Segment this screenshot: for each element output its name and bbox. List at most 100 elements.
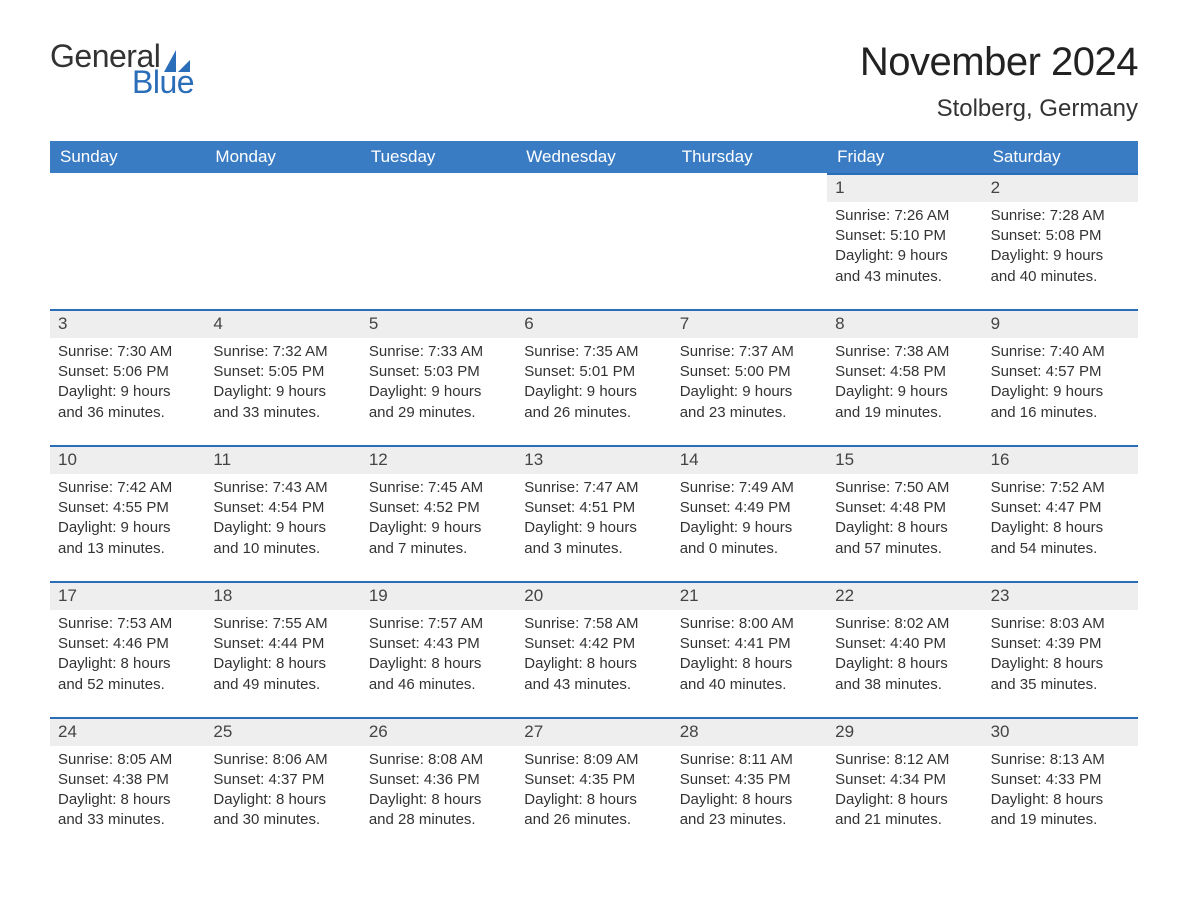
calendar-cell: 12Sunrise: 7:45 AMSunset: 4:52 PMDayligh… (361, 445, 516, 581)
sunrise-line: Sunrise: 7:38 AM (835, 342, 974, 362)
day-number: 16 (983, 445, 1138, 474)
daylight-line: Daylight: 8 hours and 19 minutes. (991, 790, 1130, 831)
sunrise-line: Sunrise: 7:53 AM (58, 614, 197, 634)
day-number: 14 (672, 445, 827, 474)
daylight-line: Daylight: 9 hours and 19 minutes. (835, 382, 974, 423)
sunrise-line: Sunrise: 7:40 AM (991, 342, 1130, 362)
daylight-line: Daylight: 8 hours and 33 minutes. (58, 790, 197, 831)
daylight-line: Daylight: 8 hours and 57 minutes. (835, 518, 974, 559)
sunrise-line: Sunrise: 7:28 AM (991, 206, 1130, 226)
calendar-cell-empty (50, 173, 205, 309)
sunset-line: Sunset: 4:49 PM (680, 498, 819, 518)
sunset-line: Sunset: 4:47 PM (991, 498, 1130, 518)
sunset-line: Sunset: 4:44 PM (213, 634, 352, 654)
sunrise-line: Sunrise: 7:35 AM (524, 342, 663, 362)
daylight-line: Daylight: 9 hours and 3 minutes. (524, 518, 663, 559)
day-number: 9 (983, 309, 1138, 338)
sunrise-line: Sunrise: 8:13 AM (991, 750, 1130, 770)
calendar-cell: 13Sunrise: 7:47 AMSunset: 4:51 PMDayligh… (516, 445, 671, 581)
calendar-cell: 15Sunrise: 7:50 AMSunset: 4:48 PMDayligh… (827, 445, 982, 581)
day-number: 6 (516, 309, 671, 338)
sunset-line: Sunset: 5:00 PM (680, 362, 819, 382)
sunset-line: Sunset: 5:01 PM (524, 362, 663, 382)
sunset-line: Sunset: 4:33 PM (991, 770, 1130, 790)
sunrise-line: Sunrise: 7:26 AM (835, 206, 974, 226)
daylight-line: Daylight: 8 hours and 35 minutes. (991, 654, 1130, 695)
sunrise-line: Sunrise: 8:12 AM (835, 750, 974, 770)
daylight-line: Daylight: 8 hours and 23 minutes. (680, 790, 819, 831)
calendar-cell: 18 Sunrise: 7:55 AMSunset: 4:44 PMDayligh… (205, 581, 360, 717)
sunrise-line: Sunrise: 7:55 AM (213, 614, 352, 634)
sunrise-line: Sunrise: 7:50 AM (835, 478, 974, 498)
calendar-cell: 4Sunrise: 7:32 AMSunset: 5:05 PMDaylight… (205, 309, 360, 445)
dayname-header: Friday (827, 141, 982, 173)
sunset-line: Sunset: 4:48 PM (835, 498, 974, 518)
day-number: 24 (50, 717, 205, 746)
daylight-line: Daylight: 8 hours and 21 minutes. (835, 790, 974, 831)
sunrise-line: Sunrise: 7:45 AM (369, 478, 508, 498)
sunrise-line: Sunrise: 7:30 AM (58, 342, 197, 362)
daylight-line: Daylight: 8 hours and 30 minutes. (213, 790, 352, 831)
calendar-cell: 26Sunrise: 8:08 AMSunset: 4:36 PMDayligh… (361, 717, 516, 853)
sunrise-line: Sunrise: 8:05 AM (58, 750, 197, 770)
calendar-cell-empty (516, 173, 671, 309)
calendar-cell: 17Sunrise: 7:53 AMSunset: 4:46 PMDayligh… (50, 581, 205, 717)
daylight-line: Daylight: 8 hours and 49 minutes. (213, 654, 352, 695)
calendar-cell-empty (361, 173, 516, 309)
calendar-cell: 25Sunrise: 8:06 AMSunset: 4:37 PMDayligh… (205, 717, 360, 853)
calendar-cell-empty (205, 173, 360, 309)
day-number: 18 (205, 581, 360, 610)
dayname-header: Sunday (50, 141, 205, 173)
daylight-line: Daylight: 9 hours and 0 minutes. (680, 518, 819, 559)
day-number: 4 (205, 309, 360, 338)
header: General Blue November 2024 Stolberg, Ger… (50, 40, 1138, 123)
sunset-line: Sunset: 4:37 PM (213, 770, 352, 790)
sunrise-line: Sunrise: 7:37 AM (680, 342, 819, 362)
sunrise-line: Sunrise: 8:06 AM (213, 750, 352, 770)
daylight-line: Daylight: 9 hours and 23 minutes. (680, 382, 819, 423)
sunset-line: Sunset: 4:46 PM (58, 634, 197, 654)
daylight-line: Daylight: 8 hours and 43 minutes. (524, 654, 663, 695)
day-number: 21 (672, 581, 827, 610)
sunset-line: Sunset: 5:10 PM (835, 226, 974, 246)
sunrise-line: Sunrise: 7:47 AM (524, 478, 663, 498)
sunset-line: Sunset: 5:05 PM (213, 362, 352, 382)
calendar-cell: 29Sunrise: 8:12 AMSunset: 4:34 PMDayligh… (827, 717, 982, 853)
calendar-cell: 16Sunrise: 7:52 AMSunset: 4:47 PMDayligh… (983, 445, 1138, 581)
sunset-line: Sunset: 4:40 PM (835, 634, 974, 654)
daylight-line: Daylight: 8 hours and 52 minutes. (58, 654, 197, 695)
sunrise-line: Sunrise: 7:42 AM (58, 478, 197, 498)
calendar-cell: 14 Sunrise: 7:49 AMSunset: 4:49 PMDayligh… (672, 445, 827, 581)
location: Stolberg, Germany (860, 95, 1138, 123)
sunset-line: Sunset: 4:39 PM (991, 634, 1130, 654)
daylight-line: Daylight: 9 hours and 36 minutes. (58, 382, 197, 423)
day-number: 7 (672, 309, 827, 338)
calendar-cell: 7 Sunrise: 7:37 AMSunset: 5:00 PMDaylight… (672, 309, 827, 445)
calendar-cell: 1Sunrise: 7:26 AMSunset: 5:10 PMDaylight… (827, 173, 982, 309)
sunset-line: Sunset: 4:52 PM (369, 498, 508, 518)
day-number: 11 (205, 445, 360, 474)
sunset-line: Sunset: 5:03 PM (369, 362, 508, 382)
dayname-header: Saturday (983, 141, 1138, 173)
calendar-cell: 27Sunrise: 8:09 AMSunset: 4:35 PMDayligh… (516, 717, 671, 853)
calendar-cell: 21Sunrise: 8:00 AMSunset: 4:41 PMDayligh… (672, 581, 827, 717)
sunrise-line: Sunrise: 7:43 AM (213, 478, 352, 498)
sunset-line: Sunset: 4:38 PM (58, 770, 197, 790)
day-number: 5 (361, 309, 516, 338)
day-number: 28 (672, 717, 827, 746)
day-number: 1 (827, 173, 982, 202)
daylight-line: Daylight: 8 hours and 38 minutes. (835, 654, 974, 695)
sunset-line: Sunset: 5:08 PM (991, 226, 1130, 246)
sunset-line: Sunset: 4:41 PM (680, 634, 819, 654)
sunset-line: Sunset: 4:55 PM (58, 498, 197, 518)
daylight-line: Daylight: 9 hours and 10 minutes. (213, 518, 352, 559)
title-block: November 2024 Stolberg, Germany (860, 40, 1138, 123)
sunrise-line: Sunrise: 7:49 AM (680, 478, 819, 498)
dayname-header: Thursday (672, 141, 827, 173)
sunset-line: Sunset: 4:54 PM (213, 498, 352, 518)
logo: General Blue (50, 40, 194, 98)
daylight-line: Daylight: 8 hours and 28 minutes. (369, 790, 508, 831)
calendar-cell: 24 Sunrise: 8:05 AMSunset: 4:38 PMDayligh… (50, 717, 205, 853)
calendar-cell: 11 Sunrise: 7:43 AMSunset: 4:54 PMDayligh… (205, 445, 360, 581)
sunset-line: Sunset: 4:43 PM (369, 634, 508, 654)
